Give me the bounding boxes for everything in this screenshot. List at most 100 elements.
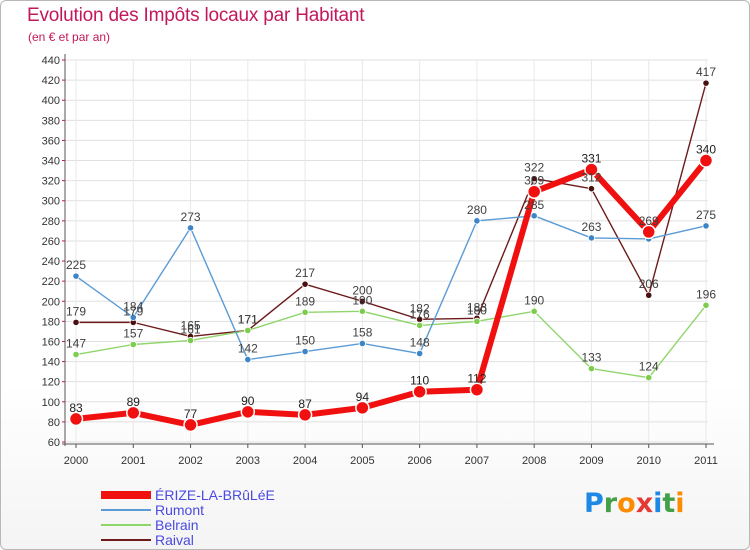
chart-subtitle: (en € et par an) — [28, 30, 111, 44]
data-point — [702, 301, 710, 309]
data-point — [358, 339, 366, 348]
x-tick-label: 2009 — [579, 455, 603, 467]
data-label: 331 — [581, 152, 601, 166]
data-point — [183, 417, 198, 433]
data-label: 225 — [66, 258, 86, 272]
data-label: 83 — [69, 401, 83, 415]
chart-title: Evolution des Impôts locaux par Habitant — [27, 5, 365, 26]
data-point — [702, 222, 710, 230]
proxiti-logo: Proxiti — [584, 488, 685, 519]
data-label: 269 — [639, 214, 659, 228]
data-point — [416, 321, 424, 329]
data-point — [129, 340, 137, 349]
data-label: 90 — [241, 394, 255, 408]
y-tick-label: 260 — [42, 236, 60, 248]
data-label: 206 — [639, 277, 659, 291]
data-label: 322 — [524, 161, 544, 175]
x-tick-label: 2004 — [293, 455, 317, 467]
data-point — [645, 291, 653, 299]
series-rumont — [72, 212, 710, 364]
data-label: 112 — [467, 372, 486, 386]
data-point — [587, 234, 596, 242]
data-point — [584, 162, 599, 177]
data-point — [412, 384, 427, 399]
data-point — [244, 355, 252, 364]
data-label: 189 — [295, 294, 315, 308]
y-tick-label: 300 — [42, 196, 60, 208]
y-tick-label: 80 — [48, 417, 60, 429]
data-label: 183 — [467, 300, 487, 314]
x-tick-label: 2003 — [236, 455, 260, 467]
y-tick-label: 380 — [42, 115, 60, 127]
data-label: 179 — [66, 304, 86, 318]
data-point — [72, 272, 80, 280]
data-label: 309 — [524, 174, 544, 188]
data-label: 312 — [581, 171, 601, 185]
data-point — [641, 224, 656, 240]
data-label: 190 — [352, 293, 372, 307]
series-line — [75, 215, 707, 361]
data-point — [72, 350, 80, 359]
legend-label: ÉRIZE-LA-BRûLéE — [155, 487, 275, 503]
data-label: 124 — [639, 360, 659, 374]
y-tick-label: 420 — [42, 75, 60, 87]
y-tick-label: 200 — [42, 296, 60, 308]
data-point — [587, 185, 596, 193]
x-tick-label: 2002 — [178, 455, 202, 467]
series-belrain — [72, 301, 710, 382]
data-label: 110 — [410, 374, 429, 388]
data-label: 200 — [352, 283, 372, 297]
data-label: 217 — [295, 266, 315, 280]
data-point — [473, 317, 481, 325]
data-point — [416, 349, 424, 358]
x-tick-label: 2010 — [636, 455, 660, 467]
data-point — [702, 79, 710, 87]
y-tick-label: 400 — [42, 95, 60, 107]
data-point — [240, 404, 256, 420]
data-label: 158 — [352, 325, 372, 339]
legend-label: Rumont — [155, 502, 204, 518]
data-point — [186, 224, 195, 232]
series-line — [75, 304, 707, 379]
data-label: 176 — [410, 307, 430, 321]
data-label: 147 — [66, 337, 86, 351]
y-tick-label: 180 — [42, 316, 60, 328]
legend-label: Raival — [155, 532, 194, 548]
data-point — [358, 307, 366, 315]
data-point — [645, 374, 653, 382]
data-point — [244, 326, 252, 335]
data-point — [129, 313, 137, 321]
y-tick-label: 120 — [42, 377, 60, 389]
series-raival — [72, 79, 710, 341]
data-label: 340 — [696, 143, 716, 157]
data-point — [530, 212, 538, 220]
data-label: 165 — [181, 318, 201, 332]
data-point — [526, 184, 542, 199]
data-label: 94 — [356, 390, 370, 404]
data-label: 148 — [410, 336, 430, 350]
y-tick-label: 320 — [42, 176, 60, 188]
x-tick-label: 2007 — [465, 455, 489, 467]
data-label: 179 — [123, 304, 143, 318]
data-label: 263 — [581, 220, 601, 234]
grid — [65, 59, 708, 443]
data-point — [126, 405, 141, 421]
y-tick-label: 160 — [42, 336, 60, 348]
series-line — [75, 158, 709, 428]
data-label: 182 — [410, 301, 430, 315]
data-point — [301, 347, 309, 356]
x-tick-label: 2006 — [407, 455, 431, 467]
data-label: 77 — [184, 407, 198, 421]
data-point — [301, 308, 309, 316]
data-label: 285 — [524, 198, 544, 212]
data-label: 157 — [123, 326, 143, 340]
data-label: 280 — [467, 203, 487, 217]
data-label: 171 — [238, 312, 258, 326]
data-label: 273 — [181, 210, 201, 224]
y-tick-label: 340 — [42, 156, 60, 168]
data-point — [72, 318, 80, 326]
x-tick-label: 2000 — [64, 455, 88, 467]
data-label: 87 — [298, 397, 312, 411]
data-point — [186, 336, 195, 345]
